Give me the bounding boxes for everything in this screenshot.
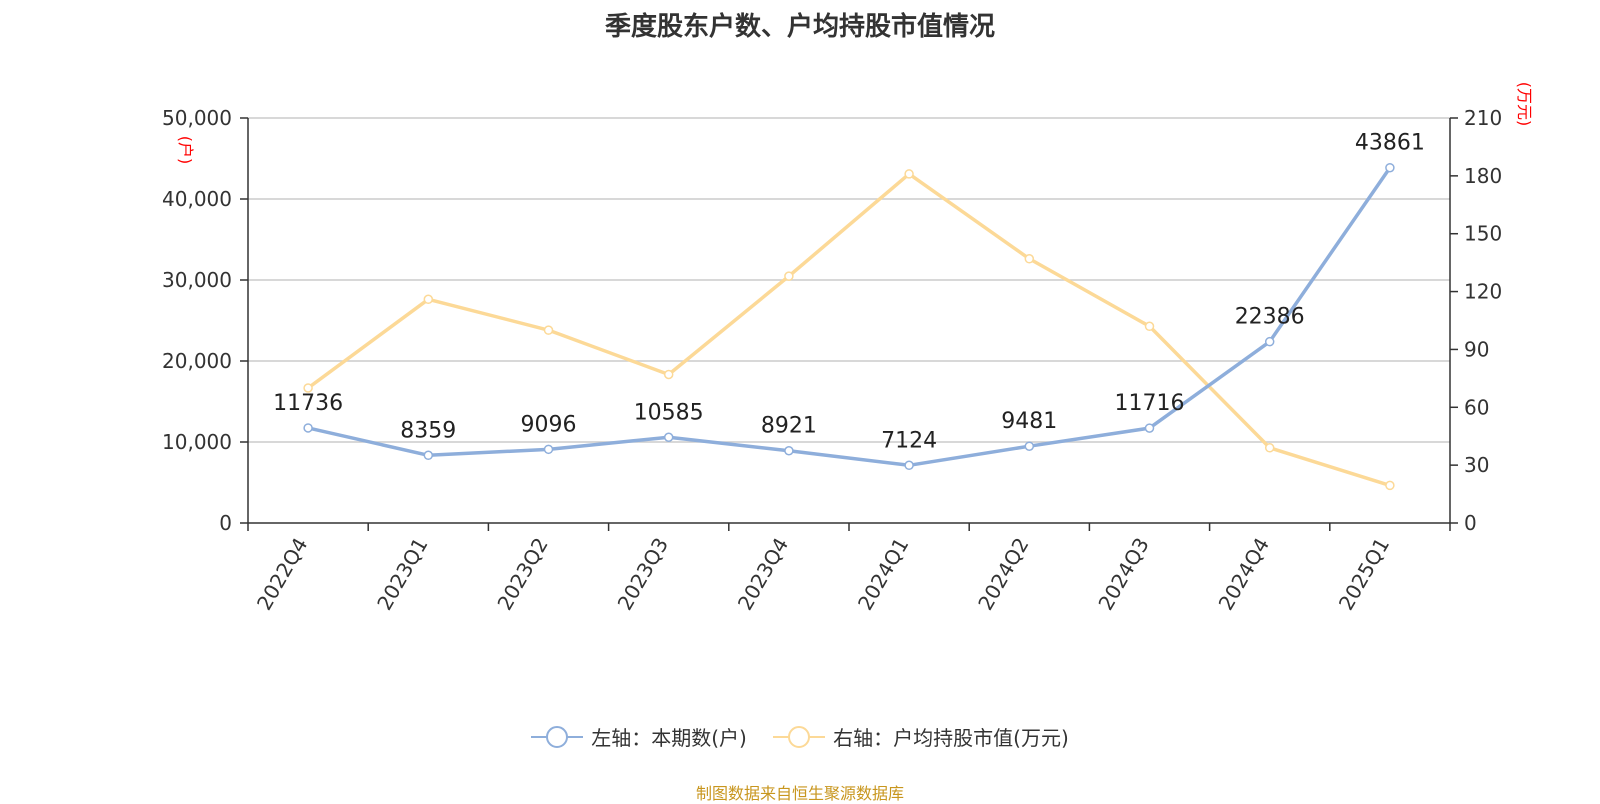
- series: [303, 162, 1395, 491]
- right-tick-label: 180: [1464, 164, 1502, 188]
- left-tick-label: 30,000: [162, 268, 232, 292]
- legend-item-right[interactable]: 右轴：户均持股市值(万元): [773, 722, 1069, 751]
- data-label: 9096: [521, 412, 577, 437]
- data-point-left: [904, 460, 914, 471]
- series-line-left: [307, 166, 1392, 468]
- left-axis-unit: (户): [176, 136, 195, 165]
- chart-title: 季度股东户数、户均持股市值情况: [604, 12, 995, 42]
- left-tick-label: 50,000: [162, 106, 232, 130]
- data-label: 8921: [761, 414, 817, 439]
- data-label: 43861: [1355, 131, 1425, 156]
- data-point-left: [784, 445, 794, 456]
- data-point-left: [1385, 162, 1395, 173]
- data-point-left: [1024, 441, 1035, 451]
- legend-marker-right-icon: [773, 725, 826, 748]
- data-point-left: [543, 444, 554, 455]
- right-tick-label: 150: [1464, 222, 1502, 246]
- data-labels: 11736 8359 9096 10585 8921 7124 9481 11716 22386…: [273, 131, 1425, 454]
- right-tick-label: 30: [1464, 453, 1489, 477]
- data-point-right: [663, 369, 674, 380]
- x-tick-label: 2023Q2: [492, 534, 552, 615]
- x-tick-label: 2023Q4: [733, 534, 793, 615]
- x-tick-label: 2022Q4: [252, 534, 312, 615]
- data-point-left: [663, 432, 674, 443]
- series-line-right: [307, 172, 1391, 488]
- left-tick-label: 0: [219, 511, 232, 535]
- left-tick-label: 10,000: [162, 430, 232, 454]
- x-tick-label: 2024Q3: [1093, 534, 1153, 615]
- right-tick-label: 60: [1464, 395, 1489, 419]
- legend-marker-left-icon: [531, 725, 584, 748]
- x-tick-label: 2024Q4: [1214, 534, 1274, 615]
- right-tick-label: 90: [1464, 337, 1489, 361]
- x-tick-label: 2024Q1: [853, 534, 913, 615]
- data-label: 8359: [400, 418, 456, 443]
- axes: 0 10,000 20,000 30,000 40,000 50,000 0 30 60 90 12…: [162, 82, 1534, 614]
- right-axis-unit: (万元): [1515, 82, 1534, 127]
- data-label: 9481: [1001, 409, 1057, 434]
- legend-label-right: 右轴：户均持股市值(万元): [833, 726, 1069, 750]
- left-tick-label: 20,000: [162, 349, 232, 373]
- data-point-left: [1264, 336, 1275, 347]
- data-label: 7124: [881, 428, 937, 453]
- data-point-right: [303, 383, 313, 393]
- x-tick-label: 2023Q1: [372, 534, 432, 615]
- right-tick-label: 120: [1464, 280, 1502, 304]
- right-tick-label: 210: [1464, 106, 1502, 130]
- data-point-right: [543, 325, 554, 335]
- data-point-left: [423, 450, 434, 461]
- left-tick-label: 40,000: [162, 187, 232, 211]
- x-tick-label: 2024Q2: [973, 534, 1033, 615]
- data-point-right: [1024, 254, 1035, 264]
- data-label: 11736: [273, 391, 343, 416]
- right-tick-label: 0: [1464, 511, 1477, 535]
- grid-lines: [248, 117, 1450, 443]
- data-point-left: [303, 423, 313, 433]
- data-label: 11716: [1115, 391, 1185, 416]
- data-point-left: [1144, 423, 1155, 433]
- data-point-right: [904, 169, 914, 179]
- source-note: 制图数据来自恒生聚源数据库: [695, 784, 904, 803]
- data-point-right: [423, 294, 434, 305]
- data-label: 10585: [634, 400, 704, 425]
- legend-label-left: 左轴：本期数(户): [591, 726, 747, 750]
- legend: 左轴：本期数(户) 右轴：户均持股市值(万元): [0, 722, 1600, 754]
- x-tick-label: 2023Q3: [613, 534, 673, 615]
- data-point-right: [1385, 480, 1395, 491]
- data-point-right: [1264, 443, 1275, 453]
- data-label: 22386: [1235, 305, 1305, 330]
- data-point-right: [1144, 321, 1155, 332]
- legend-item-left[interactable]: 左轴：本期数(户): [531, 722, 747, 751]
- data-point-right: [784, 271, 794, 281]
- x-tick-label: 2025Q1: [1334, 534, 1394, 615]
